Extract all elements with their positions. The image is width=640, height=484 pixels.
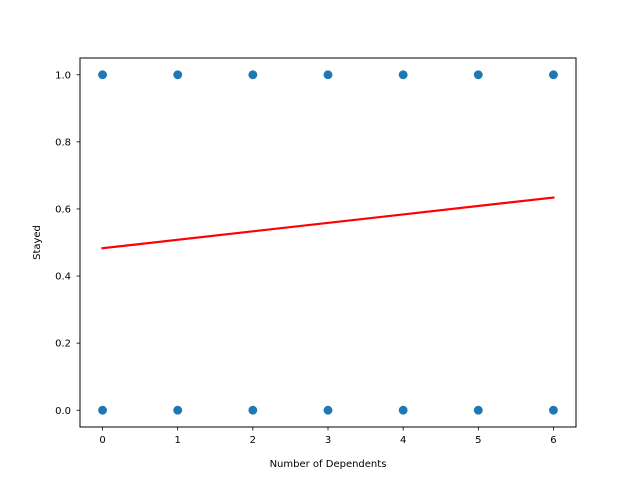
plot-marks	[98, 70, 558, 415]
y-tick-label: 0.2	[55, 339, 71, 350]
x-tick-label: 4	[400, 435, 406, 446]
x-tick-label: 6	[550, 435, 556, 446]
y-tick-label: 0.8	[55, 137, 71, 148]
regression-line	[101, 196, 555, 250]
scatter-point	[323, 405, 333, 415]
scatter-point	[173, 70, 183, 80]
scatter-point	[98, 405, 107, 415]
y-tick-label: 0.0	[55, 406, 71, 417]
x-tick-label: 2	[250, 435, 256, 446]
scatter-point	[398, 405, 408, 415]
scatter-point	[549, 405, 558, 415]
x-tick-label: 5	[475, 435, 481, 446]
y-axis-label: Stayed	[32, 225, 43, 260]
x-tick-label: 3	[325, 435, 331, 446]
scatter-point	[98, 70, 107, 80]
scatter-point	[398, 70, 408, 80]
scatter-point	[473, 70, 483, 80]
y-tick-label: 0.4	[55, 272, 71, 283]
y-tick-label: 0.6	[55, 205, 71, 216]
x-axis-label: Number of Dependents	[270, 459, 387, 470]
scatter-point	[248, 70, 258, 80]
scatter-point	[323, 70, 333, 80]
y-tick-label: 1.0	[55, 70, 71, 81]
scatter-point	[549, 70, 558, 80]
scatter-point	[248, 405, 258, 415]
scatter-point	[173, 405, 183, 415]
scatter-point	[473, 405, 483, 415]
x-tick-label: 0	[99, 435, 105, 446]
x-tick-label: 1	[175, 435, 181, 446]
plot-axes: 0 1 2 3 4 5 6 0.0 0.2 0.4 0.6 0.8 1.0	[55, 57, 577, 446]
